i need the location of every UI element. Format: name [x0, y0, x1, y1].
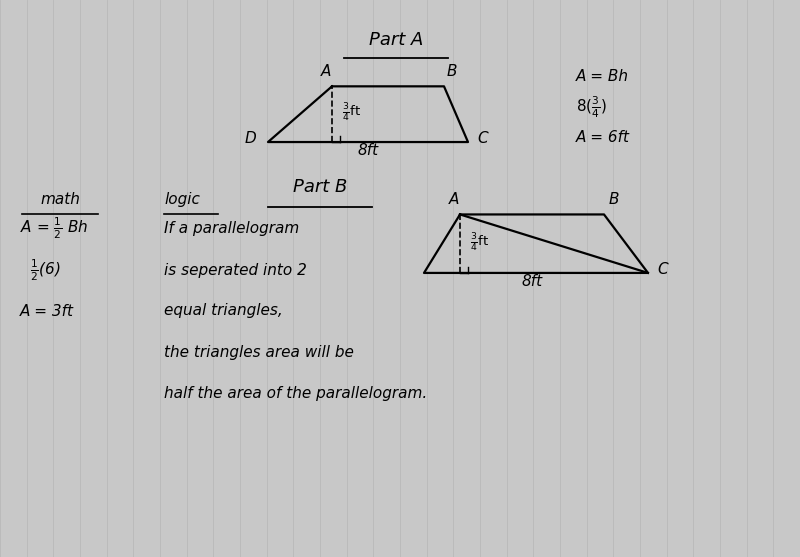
- Text: A = 3ft: A = 3ft: [20, 305, 74, 319]
- Text: Part B: Part B: [293, 178, 347, 196]
- Text: $\frac{3}{4}$ft: $\frac{3}{4}$ft: [342, 102, 362, 124]
- Text: C: C: [657, 262, 668, 277]
- Text: $\frac{3}{4}$ft: $\frac{3}{4}$ft: [470, 232, 489, 255]
- Text: D: D: [245, 131, 256, 146]
- Text: A = $\frac{1}{2}$ Bh: A = $\frac{1}{2}$ Bh: [20, 216, 88, 241]
- Text: If a parallelogram: If a parallelogram: [164, 221, 299, 236]
- Text: A = Bh: A = Bh: [576, 69, 629, 84]
- Text: C: C: [477, 131, 488, 146]
- Text: A: A: [321, 64, 330, 79]
- Text: logic: logic: [164, 192, 200, 207]
- Text: equal triangles,: equal triangles,: [164, 303, 282, 317]
- Text: $\frac{1}{2}$(6): $\frac{1}{2}$(6): [30, 257, 61, 283]
- Text: A = 6ft: A = 6ft: [576, 130, 630, 145]
- Text: Part A: Part A: [369, 31, 423, 48]
- Text: half the area of the parallelogram.: half the area of the parallelogram.: [164, 387, 427, 401]
- Text: 8ft: 8ft: [358, 143, 378, 158]
- Text: is seperated into 2: is seperated into 2: [164, 263, 307, 277]
- Text: B: B: [608, 192, 619, 207]
- Text: the triangles area will be: the triangles area will be: [164, 345, 354, 359]
- Text: B: B: [446, 64, 458, 79]
- Text: $8(\frac{3}{4})$: $8(\frac{3}{4})$: [576, 94, 607, 120]
- Text: math: math: [40, 192, 80, 207]
- Text: A: A: [449, 192, 458, 207]
- Text: 8ft: 8ft: [522, 273, 542, 289]
